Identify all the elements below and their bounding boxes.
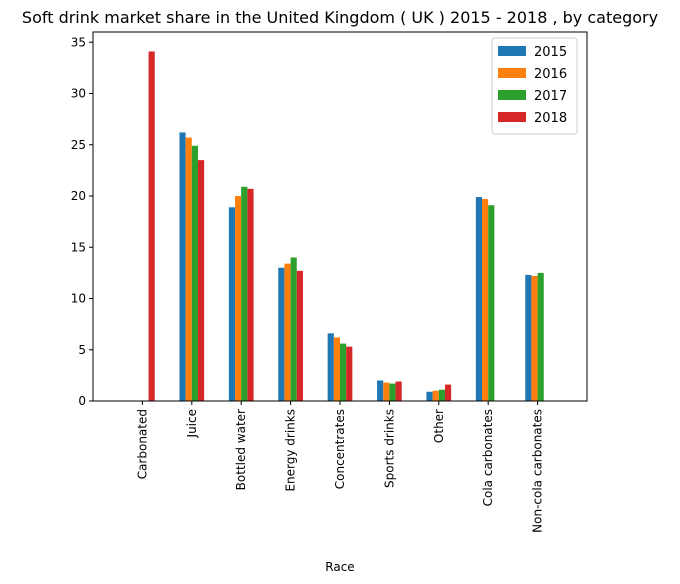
bar-2017-6 <box>438 389 445 401</box>
x-tick-label: Other <box>432 409 446 443</box>
x-tick-label: Cola carbonates <box>481 409 495 506</box>
y-tick-label: 30 <box>71 87 86 101</box>
legend-box <box>491 37 578 135</box>
x-tick-label: Non-cola carbonates <box>531 409 545 533</box>
bar-2018-0 <box>148 51 155 401</box>
legend-label-2015: 2015 <box>534 45 567 60</box>
bar-2017-4 <box>340 343 347 401</box>
y-tick-label: 5 <box>78 343 86 357</box>
bar-2017-3 <box>290 257 297 401</box>
legend-label-2017: 2017 <box>534 89 567 104</box>
legend-swatch-2017 <box>498 90 526 100</box>
bar-2018-4 <box>346 346 353 401</box>
bar-2015-4 <box>327 333 334 401</box>
bar-2018-6 <box>444 384 452 401</box>
bar-2017-1 <box>191 145 198 401</box>
bar-2015-3 <box>278 267 285 401</box>
bar-2016-7 <box>482 199 489 401</box>
x-tick-label: Energy drinks <box>284 409 298 492</box>
bar-2016-1 <box>185 137 192 401</box>
y-tick-label: 35 <box>71 35 86 49</box>
bar-2015-7 <box>475 197 483 401</box>
bar-2016-5 <box>383 382 390 401</box>
x-tick-label: Concentrates <box>333 409 347 489</box>
bar-2017-2 <box>241 186 248 401</box>
legend-label-2018: 2018 <box>534 111 567 126</box>
legend-label-2016: 2016 <box>534 67 567 82</box>
x-tick-label: Carbonated <box>135 409 149 479</box>
x-axis-label: Race <box>325 560 354 574</box>
bar-2018-1 <box>197 160 205 402</box>
bar-2018-3 <box>296 270 303 401</box>
bars-group <box>148 51 544 402</box>
bar-2016-3 <box>284 263 291 401</box>
bar-2015-6 <box>426 391 433 401</box>
x-tick-label: Sports drinks <box>382 409 396 488</box>
bar-2016-6 <box>432 390 439 401</box>
bar-2015-8 <box>525 274 532 401</box>
legend: 2015 2016 2017 2018 <box>491 37 578 135</box>
x-tick-label: Bottled water <box>234 409 248 490</box>
legend-swatch-2016 <box>498 68 526 78</box>
bar-2016-4 <box>333 337 340 401</box>
y-tick-label: 10 <box>71 292 86 306</box>
bar-2018-2 <box>247 188 254 401</box>
bar-2015-5 <box>377 380 384 401</box>
legend-swatch-2015 <box>498 46 526 56</box>
bar-2016-2 <box>235 196 242 401</box>
chart-title: Soft drink market share in the United Ki… <box>22 8 658 27</box>
bar-2015-1 <box>179 132 186 401</box>
bar-2017-7 <box>488 205 495 401</box>
axes-group: 0 5 10 15 20 25 30 35 Carbonated Juice Bottled wat… <box>71 31 588 533</box>
y-tick-label: 0 <box>78 394 86 408</box>
legend-swatch-2018 <box>498 112 526 122</box>
x-tick-label: Juice <box>185 409 199 438</box>
bar-2017-5 <box>389 383 396 401</box>
bar-2018-5 <box>395 381 402 401</box>
y-tick-label: 15 <box>71 240 86 254</box>
bar-2016-8 <box>531 275 538 401</box>
y-tick-label: 20 <box>71 189 86 203</box>
y-tick-label: 25 <box>71 138 86 152</box>
bar-2015-2 <box>228 207 236 401</box>
bar-2017-8 <box>537 272 544 402</box>
